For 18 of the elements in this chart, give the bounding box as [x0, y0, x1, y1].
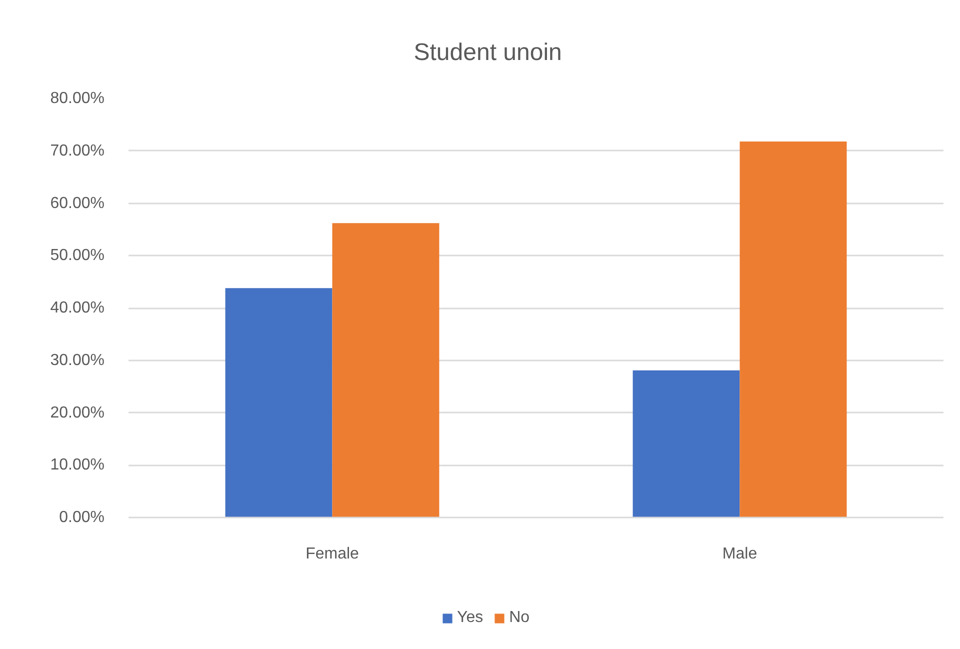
y-tick-label: 50.00% — [50, 247, 104, 264]
legend-label: No — [509, 609, 530, 627]
y-tick-label: 40.00% — [50, 300, 104, 316]
x-tick-label: Male — [722, 546, 758, 562]
y-tick-label: 70.00% — [50, 142, 104, 160]
legend-label: Yes — [457, 609, 484, 627]
bar — [332, 223, 440, 518]
bar — [632, 370, 740, 518]
y-tick-label: 30.00% — [50, 352, 104, 369]
bar — [740, 141, 847, 518]
bar — [225, 288, 332, 518]
chart-title: Student unoin — [414, 39, 562, 66]
y-tick-label: 60.00% — [50, 194, 104, 212]
x-tick-label: Female — [306, 546, 360, 562]
y-tick-label: 10.00% — [50, 456, 104, 474]
y-tick-label: 20.00% — [50, 404, 104, 422]
y-tick-label: 0.00% — [59, 509, 105, 526]
y-tick-label: 80.00% — [50, 90, 104, 107]
